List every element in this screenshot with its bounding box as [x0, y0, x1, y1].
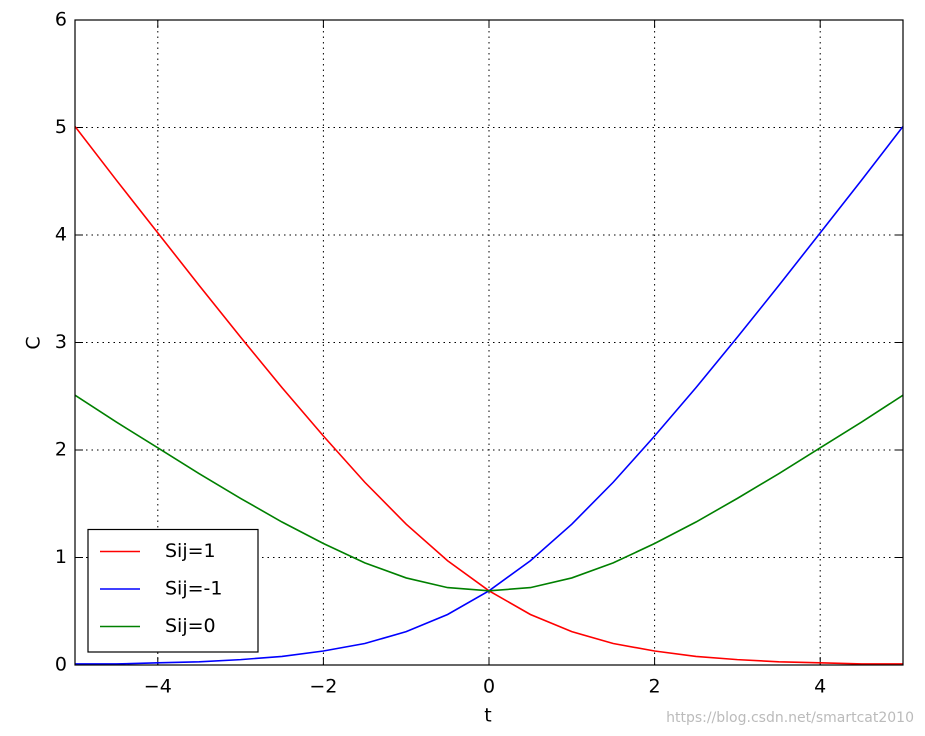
x-tick-label: −2: [309, 676, 337, 698]
line-series: [74, 394, 904, 592]
y-axis-label: C: [23, 336, 45, 349]
legend-label: Sij=0: [165, 615, 216, 637]
y-tick-label: 1: [55, 546, 67, 568]
y-tick-label: 5: [55, 116, 67, 138]
x-tick-label: 0: [483, 676, 495, 698]
y-tick-label: 4: [55, 224, 67, 246]
y-tick-label: 6: [55, 9, 67, 31]
watermark: https://blog.csdn.net/smartcat2010: [666, 710, 914, 726]
plot-frame: [74, 19, 904, 666]
x-tick-label: −4: [144, 676, 172, 698]
legend-box: [87, 528, 259, 653]
y-tick-label: 3: [55, 331, 67, 353]
x-axis-label: t: [484, 705, 491, 727]
x-tick-label: 4: [814, 676, 826, 698]
y-tick-label: 0: [55, 654, 67, 676]
x-tick-label: 2: [649, 676, 661, 698]
legend-label: Sij=1: [165, 540, 216, 562]
legend-label: Sij=-1: [165, 578, 222, 600]
y-tick-label: 2: [55, 439, 67, 461]
